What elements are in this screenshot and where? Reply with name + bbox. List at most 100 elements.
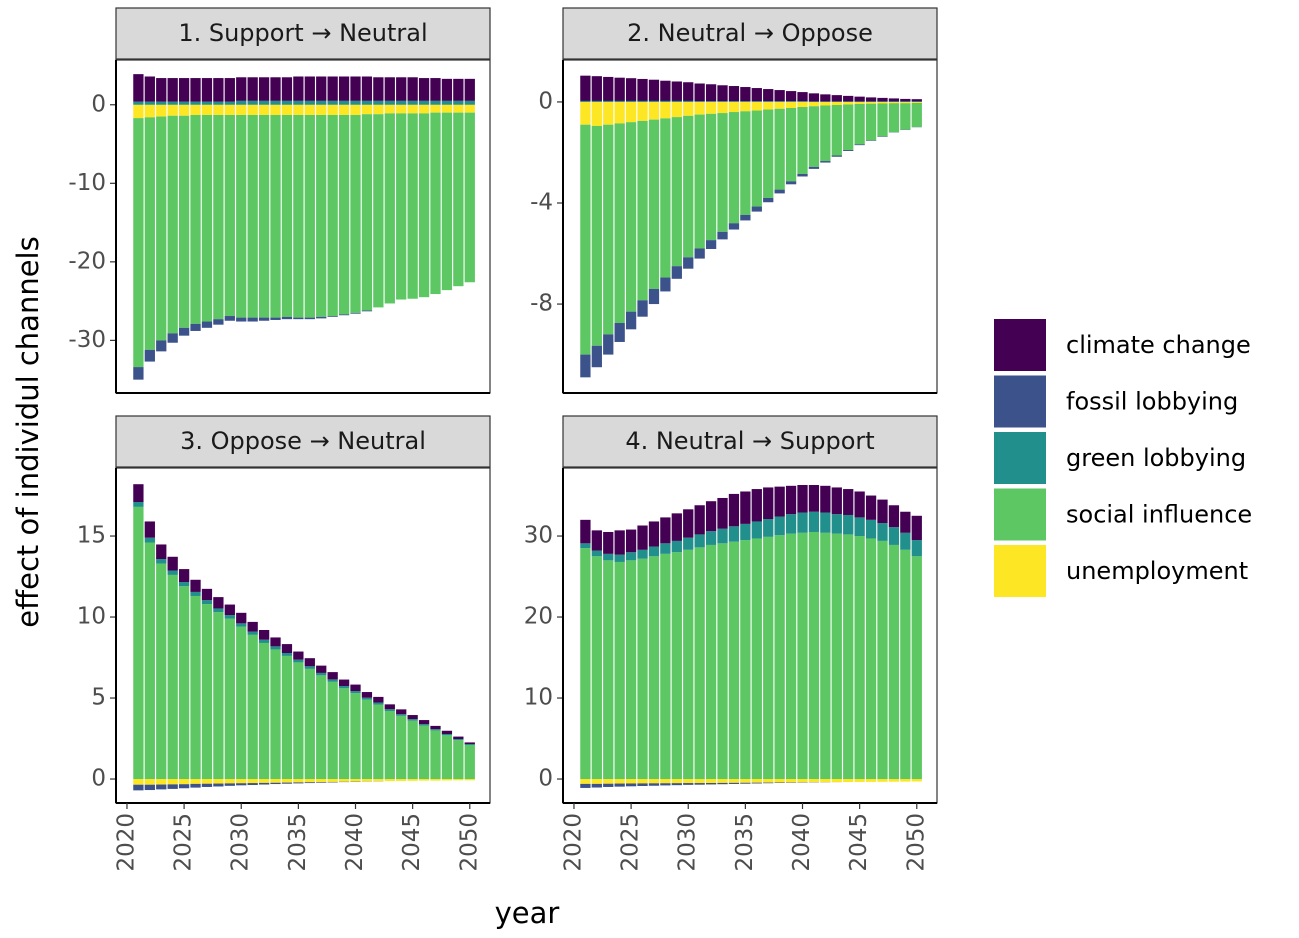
series xyxy=(133,100,475,105)
bar-segment xyxy=(213,101,224,105)
bar-segment xyxy=(327,672,338,680)
bar-segment xyxy=(384,779,395,782)
bar-segment xyxy=(900,101,911,104)
bar-segment xyxy=(258,114,270,318)
bar-segment xyxy=(258,639,270,643)
bar-segment xyxy=(464,742,475,745)
bar-segment xyxy=(236,623,247,627)
bar-segment xyxy=(453,740,464,780)
bar-segment xyxy=(705,240,717,249)
bar-segment xyxy=(373,114,384,308)
bar-segment xyxy=(396,714,407,716)
bar-segment xyxy=(877,523,888,541)
y-tick-label: -10 xyxy=(68,170,106,196)
bar-segment xyxy=(441,733,453,736)
bar-segment xyxy=(774,101,785,102)
bar-segment xyxy=(247,77,258,101)
bar-segment xyxy=(900,779,911,782)
bar-segment xyxy=(338,114,350,315)
series xyxy=(133,74,475,102)
bar-segment xyxy=(865,779,877,782)
bar-segment xyxy=(580,779,591,784)
bar-segment xyxy=(831,514,842,534)
bar-segment xyxy=(338,76,350,101)
bar-segment xyxy=(865,101,877,104)
bar-segment xyxy=(785,91,797,102)
bar-segment xyxy=(808,93,820,102)
bar-segment xyxy=(281,316,293,320)
bar-segment xyxy=(911,101,922,102)
bar-segment xyxy=(774,101,785,109)
bar-segment xyxy=(133,484,144,503)
bar-segment xyxy=(820,532,831,780)
bar-segment xyxy=(763,101,774,102)
bar-segment xyxy=(338,104,350,115)
bar-segment xyxy=(430,725,441,730)
bar-segment xyxy=(911,99,922,102)
bar-segment xyxy=(247,631,258,635)
y-tick-label: -30 xyxy=(68,327,106,353)
bar-segment xyxy=(683,783,694,785)
series xyxy=(133,502,475,746)
bar-segment xyxy=(133,104,144,119)
bar-segment xyxy=(167,104,178,116)
bar-segment xyxy=(820,161,831,163)
bar-segment xyxy=(178,582,190,587)
bar-segment xyxy=(350,114,361,313)
bar-segment xyxy=(580,783,591,788)
bar-segment xyxy=(361,76,373,101)
bar-segment xyxy=(384,77,395,101)
bar-segment xyxy=(281,779,293,783)
bar-segment xyxy=(361,697,373,700)
bar-segment xyxy=(728,782,740,784)
facet-title: 3. Oppose → Neutral xyxy=(180,427,426,455)
bar-segment xyxy=(270,779,281,783)
bar-segment xyxy=(728,86,740,102)
bar-segment xyxy=(877,103,888,137)
bar-segment xyxy=(751,489,762,522)
bar-segment xyxy=(464,100,475,105)
series xyxy=(133,310,373,380)
bar-segment xyxy=(293,114,304,318)
bar-segment xyxy=(580,75,591,101)
bar-segment xyxy=(258,317,270,321)
bar-segment xyxy=(671,266,682,279)
bar-segment xyxy=(717,782,728,785)
bar-segment xyxy=(683,100,694,102)
bar-segment xyxy=(717,779,728,783)
bar-segment xyxy=(614,323,625,342)
bar-segment xyxy=(361,699,373,780)
bar-segment xyxy=(625,78,637,101)
bar-segment xyxy=(361,100,373,105)
bar-segment xyxy=(464,78,475,101)
bar-segment xyxy=(247,634,258,780)
bar-segment xyxy=(797,173,808,177)
bar-segment xyxy=(580,543,591,549)
bar-segment xyxy=(671,540,682,553)
bar-segment xyxy=(865,495,877,520)
bar-segment xyxy=(350,779,361,782)
y-tick-label: -4 xyxy=(530,190,553,216)
bar-segment xyxy=(407,779,418,781)
bar-segment xyxy=(453,100,464,105)
bar-segment xyxy=(178,569,190,583)
bar-segment xyxy=(808,511,820,532)
series xyxy=(580,102,922,355)
bar-segment xyxy=(441,104,453,113)
bar-segment xyxy=(213,78,224,102)
bar-segment xyxy=(396,104,407,114)
bar-segment xyxy=(637,779,648,784)
bar-segment xyxy=(144,784,155,791)
bar-segment xyxy=(751,206,762,212)
bar-segment xyxy=(671,552,682,780)
x-tick-label: 2050 xyxy=(903,813,929,872)
bar-segment xyxy=(441,78,453,101)
bar-segment xyxy=(843,149,854,151)
bar-segment xyxy=(831,779,842,783)
bar-segment xyxy=(877,101,888,102)
bar-segment xyxy=(373,779,384,782)
bar-segment xyxy=(384,100,395,105)
bar-segment xyxy=(591,345,602,368)
bar-segment xyxy=(785,514,797,534)
bar-segment xyxy=(213,779,224,784)
